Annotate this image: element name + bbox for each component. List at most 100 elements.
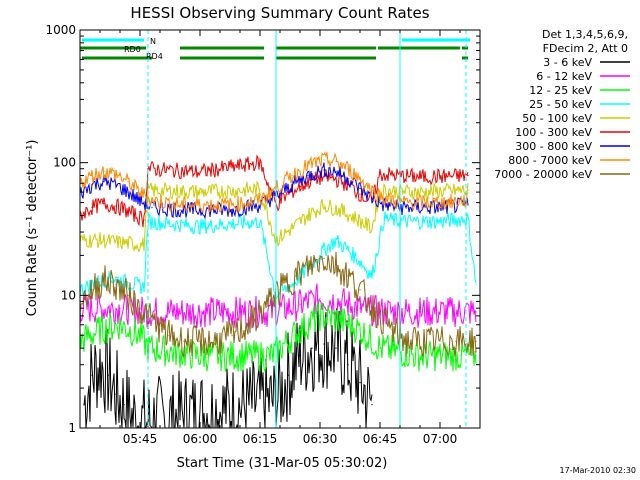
data-point-12-25-keV [419, 355, 421, 357]
data-point-6-12-keV [239, 311, 241, 313]
legend-label: 3 - 6 keV [543, 56, 592, 69]
data-point-50-100-keV [199, 191, 201, 193]
data-point-50-100-keV [371, 227, 373, 229]
series-line-300-800-keV [79, 162, 469, 220]
data-point-800-7000-keV [231, 204, 233, 206]
data-point-800-7000-keV [127, 181, 129, 183]
data-point-3-6-keV [107, 374, 109, 376]
flag-label-rd4: RD4 [146, 52, 163, 61]
data-point-800-7000-keV [259, 199, 261, 201]
series-line-7000-20000-keV [79, 251, 477, 359]
x-axis-label: Start Time (31-Mar-05 05:30:02) [177, 456, 388, 471]
data-point-100-300-keV [379, 173, 381, 175]
data-point-300-800-keV [467, 204, 469, 206]
data-point-12-25-keV [299, 329, 301, 331]
data-point-6-12-keV [339, 300, 341, 302]
x-tick-label: 07:00 [423, 432, 458, 446]
data-point-25-50-keV [259, 220, 261, 223]
data-point-12-25-keV [459, 355, 461, 357]
data-point-12-25-keV [139, 334, 141, 336]
data-point-50-100-keV [147, 189, 149, 191]
data-point-300-800-keV [115, 184, 117, 186]
data-point-7000-20000-keV [439, 340, 441, 342]
data-point-50-100-keV [467, 189, 469, 191]
data-point-6-12-keV [359, 307, 361, 309]
series-line-800-7000-keV [79, 151, 469, 214]
data-point-12-25-keV [119, 324, 121, 326]
flag-label-rd0: RD0 [124, 45, 141, 54]
data-point-7000-20000-keV [335, 264, 337, 266]
y-tick-label: 10 [61, 288, 76, 302]
data-point-25-50-keV [335, 239, 337, 241]
data-point-25-50-keV [439, 220, 441, 223]
data-point-3-6-keV [99, 364, 101, 366]
data-point-7000-20000-keV [323, 257, 325, 259]
legend-label: 50 - 100 keV [522, 112, 592, 125]
data-point-7000-20000-keV [151, 319, 153, 321]
x-tick-label: 06:15 [243, 432, 278, 446]
data-point-12-25-keV [379, 347, 381, 349]
data-point-25-50-keV [467, 217, 469, 219]
data-point-100-300-keV [115, 205, 117, 207]
y-tick-label: 100 [53, 156, 76, 170]
data-point-3-6-keV [91, 374, 93, 376]
series-line-50-100-keV [79, 180, 469, 253]
data-point-800-7000-keV [91, 174, 93, 177]
data-point-3-6-keV [299, 355, 301, 357]
flag-label-n: N [150, 37, 156, 46]
data-point-25-50-keV [371, 275, 373, 277]
data-point-6-12-keV [475, 311, 477, 313]
data-point-7000-20000-keV [247, 324, 249, 326]
data-point-800-7000-keV [307, 165, 309, 167]
data-point-800-7000-keV [347, 168, 349, 170]
data-point-800-7000-keV [103, 170, 105, 172]
data-point-7000-20000-keV [263, 307, 265, 309]
data-point-100-300-keV [359, 193, 361, 195]
data-point-7000-20000-keV [375, 311, 377, 313]
data-point-12-25-keV [319, 315, 321, 317]
data-point-3-6-keV [323, 343, 325, 345]
data-point-300-800-keV [127, 191, 129, 193]
series-line-100-300-keV [79, 154, 469, 228]
data-point-100-300-keV [103, 203, 105, 205]
data-point-7000-20000-keV [183, 340, 185, 342]
data-point-25-50-keV [359, 260, 361, 263]
data-point-7000-20000-keV [347, 275, 349, 277]
data-point-800-7000-keV [199, 204, 201, 206]
legend-header-line: FDecim 2, Att 0 [543, 42, 628, 55]
data-point-7000-20000-keV [127, 294, 129, 296]
data-point-6-12-keV [119, 307, 121, 309]
data-point-25-50-keV [475, 284, 477, 286]
legend-label: 6 - 12 keV [536, 70, 592, 83]
y-tick-label: 1 [68, 421, 76, 435]
x-tick-label: 05:45 [123, 432, 158, 446]
legend-label: 7000 - 20000 keV [494, 168, 592, 181]
data-point-100-300-keV [299, 186, 301, 188]
data-point-800-7000-keV [291, 174, 293, 177]
data-point-800-7000-keV [439, 202, 441, 204]
data-point-800-7000-keV [335, 160, 337, 163]
data-point-7000-20000-keV [455, 340, 457, 342]
legend-label: 300 - 800 keV [515, 140, 592, 153]
data-point-50-100-keV [339, 209, 341, 211]
data-point-100-300-keV [467, 174, 469, 177]
data-point-3-6-keV [371, 404, 373, 406]
legend-label: 800 - 7000 keV [508, 154, 592, 167]
data-point-3-6-keV [335, 347, 337, 349]
legend-header-line: Det 1,3,4,5,6,9, [542, 28, 628, 41]
data-point-3-6-keV [115, 393, 117, 395]
x-tick-label: 06:00 [183, 432, 218, 446]
data-point-3-6-keV [131, 416, 133, 419]
data-point-6-12-keV [459, 311, 461, 313]
data-point-100-300-keV [199, 171, 201, 173]
data-point-6-12-keV [419, 311, 421, 313]
data-point-50-100-keV [291, 227, 293, 229]
data-point-7000-20000-keV [475, 340, 477, 342]
y-tick-label: 1000 [45, 23, 76, 37]
data-point-12-25-keV [359, 329, 361, 331]
data-point-25-50-keV [127, 281, 129, 284]
data-point-100-300-keV [91, 206, 93, 208]
data-point-7000-20000-keV [359, 289, 361, 291]
timestamp-label: 17-Mar-2010 02:30 [560, 466, 637, 475]
